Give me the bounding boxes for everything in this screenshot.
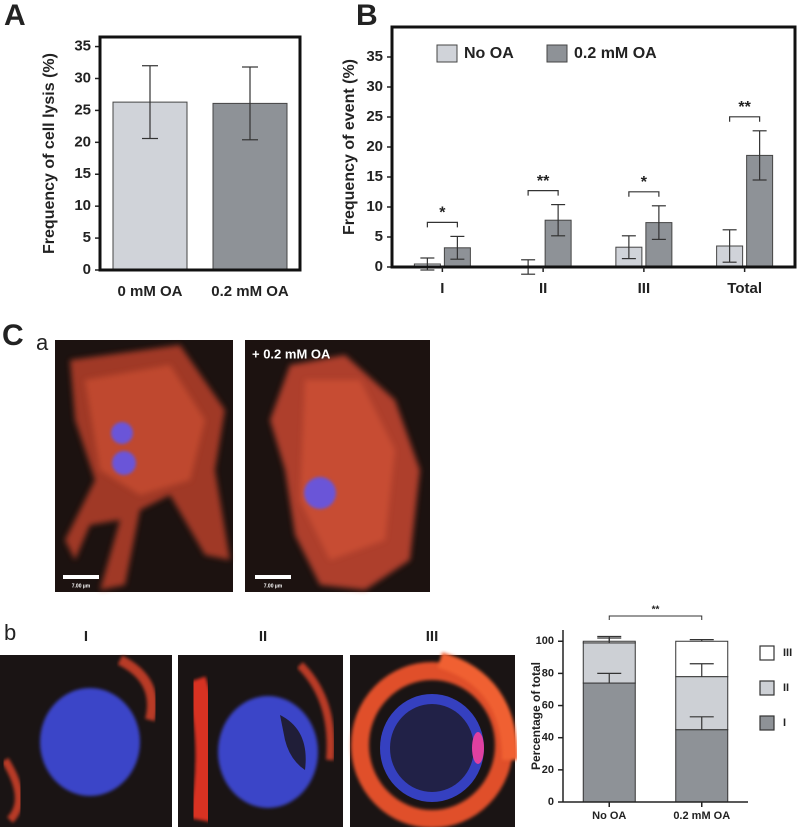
- significance-label: **: [738, 99, 751, 116]
- y-tick-label: 5: [83, 229, 91, 246]
- y-tick-label: 35: [366, 48, 383, 65]
- y-tick-label: 60: [542, 699, 554, 711]
- legend-label: No OA: [464, 45, 514, 62]
- x-tick-label: No OA: [592, 810, 626, 822]
- significance-label: *: [439, 205, 446, 222]
- y-tick-label: 15: [74, 165, 91, 182]
- significance-label: *: [641, 174, 648, 191]
- panel-label: B: [356, 0, 378, 32]
- panel-label: C: [2, 319, 24, 352]
- bar-segment: [582, 642, 636, 684]
- x-tick-label: 0 mM OA: [117, 283, 182, 300]
- x-tick-label: III: [638, 280, 651, 297]
- legend-swatch: [759, 680, 775, 696]
- y-tick-label: 15: [366, 168, 383, 185]
- stage-label: II: [259, 628, 267, 645]
- y-tick-label: 25: [366, 108, 383, 125]
- y-tick-label: 20: [74, 133, 91, 150]
- plot-frame: [98, 35, 302, 272]
- panel-label: a: [36, 330, 49, 355]
- bar-segment: [675, 729, 729, 803]
- micrograph: 7.00 µm: [55, 340, 233, 592]
- overlay-label: + 0.2 mM OA: [252, 346, 331, 361]
- significance-bracket: [608, 615, 703, 620]
- legend-label: III: [783, 647, 792, 659]
- scale-bar-label: 7.00 µm: [264, 583, 283, 589]
- y-tick-label: 0: [375, 258, 383, 275]
- y-tick-label: 0: [548, 796, 554, 808]
- y-axis-label: Frequency of event (%): [341, 59, 358, 235]
- micrograph: III: [350, 628, 518, 827]
- x-tick-label: 0.2 mM OA: [673, 810, 730, 822]
- legend-swatch: [759, 715, 775, 731]
- y-tick-label: 20: [542, 764, 554, 776]
- y-tick-label: 25: [74, 101, 91, 118]
- x-tick-label: 0.2 mM OA: [211, 283, 289, 300]
- micrograph: II: [178, 628, 343, 827]
- legend-swatch: [436, 44, 458, 63]
- significance-bracket: [527, 190, 559, 196]
- y-tick-label: 80: [542, 667, 554, 679]
- y-tick-label: 10: [366, 198, 383, 215]
- y-tick-label: 100: [536, 635, 554, 647]
- y-tick-label: 30: [74, 69, 91, 86]
- significance-bracket: [628, 191, 660, 197]
- legend-label: I: [783, 717, 786, 729]
- y-tick-label: 30: [366, 78, 383, 95]
- legend-swatch: [546, 44, 568, 63]
- micrograph: I: [0, 628, 172, 827]
- significance-label: **: [537, 173, 550, 190]
- plot-frame: [390, 25, 797, 269]
- x-tick-label: I: [440, 280, 444, 297]
- legend-label: II: [783, 682, 789, 694]
- y-axis-label: Percentage of total: [529, 662, 543, 770]
- legend-swatch: [759, 645, 775, 661]
- y-tick-label: 40: [542, 732, 554, 744]
- scale-bar-label: 7.00 µm: [72, 583, 91, 589]
- y-tick-label: 0: [83, 261, 91, 278]
- y-tick-label: 35: [74, 38, 91, 55]
- significance-label: **: [652, 605, 660, 616]
- bar-segment: [582, 682, 636, 803]
- panel-label: A: [4, 0, 26, 32]
- stage-label: I: [84, 628, 88, 645]
- x-tick-label: II: [539, 280, 547, 297]
- y-tick-label: 20: [366, 138, 383, 155]
- micrograph: + 0.2 mM OA 7.00 µm: [245, 340, 430, 592]
- y-tick-label: 5: [375, 228, 383, 245]
- significance-bracket: [426, 221, 458, 228]
- x-tick-label: Total: [727, 280, 762, 297]
- legend-label: 0.2 mM OA: [574, 45, 657, 62]
- y-axis-label: Frequency of cell lysis (%): [41, 53, 58, 254]
- significance-bracket: [729, 116, 761, 122]
- stage-label: III: [426, 628, 439, 645]
- y-tick-label: 10: [74, 197, 91, 214]
- panel-label: b: [4, 620, 16, 645]
